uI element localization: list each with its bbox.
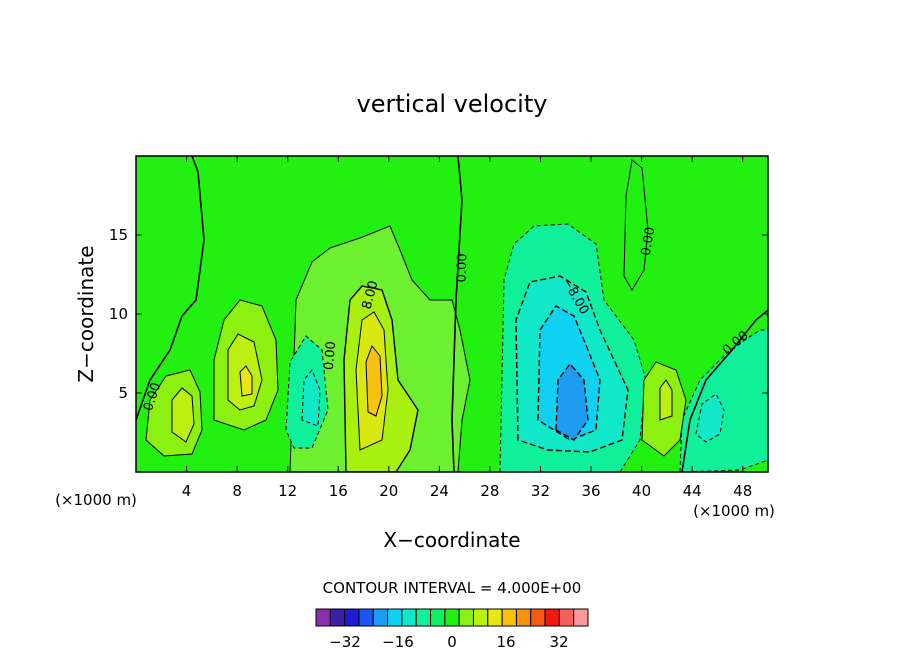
x-tick-label: 28 [480, 482, 499, 500]
y-axis-label: Z−coordinate [74, 245, 98, 382]
x-tick-label: 24 [430, 482, 449, 500]
field-region [555, 362, 589, 441]
colorbar-swatch [444, 608, 460, 627]
colorbar-swatch [558, 608, 575, 627]
x-tick-label: 16 [329, 482, 348, 500]
x-axis-label: X−coordinate [383, 528, 520, 552]
colorbar-label: 32 [549, 633, 568, 651]
colorbar-swatch [515, 608, 532, 627]
colorbar-swatch [530, 608, 546, 627]
x-tick-label: 36 [581, 482, 600, 500]
colorbar-label: −16 [382, 633, 414, 651]
colorbar-swatch [458, 608, 474, 627]
colorbar-swatch [329, 608, 346, 627]
contour-line [136, 156, 205, 421]
colorbar-swatch [315, 608, 331, 627]
x-axis: 4 8 12 16 20 24 28 32 36 40 44 48 [182, 156, 752, 500]
y-tick-label: 5 [118, 384, 128, 402]
contour-line [681, 309, 768, 472]
x-tick-label: 48 [733, 482, 752, 500]
chart-title: vertical velocity [357, 90, 548, 118]
contour-interval-text: CONTOUR INTERVAL = 4.000E+00 [323, 579, 582, 597]
field-region [659, 379, 673, 421]
colorbar-swatch [387, 608, 403, 627]
colorbar-label: −32 [329, 633, 361, 651]
x-tick-label: 8 [232, 482, 242, 500]
y-tick-label: 10 [109, 305, 128, 323]
contour-label: 0.00 [455, 253, 471, 282]
contour-label: 0.00 [322, 341, 339, 371]
field-region [171, 387, 195, 443]
z-unit-label: (×1000 m) [55, 491, 137, 509]
y-axis: 5 10 15 [109, 226, 768, 402]
field-region [695, 393, 725, 443]
colorbar-label: 16 [496, 633, 515, 651]
field-region [365, 345, 383, 417]
colorbar-swatch [487, 608, 503, 627]
x-tick-label: 40 [632, 482, 651, 500]
plot-area [136, 156, 768, 472]
colorbar-swatch [344, 608, 360, 627]
colorbar [315, 608, 589, 627]
colorbar-swatch [372, 608, 389, 627]
colorbar-swatch [358, 608, 374, 627]
colorbar-swatch [430, 608, 446, 627]
colorbar-label: 0 [447, 633, 457, 651]
colorbar-swatch [415, 608, 432, 627]
x-tick-label: 4 [182, 482, 192, 500]
field-region [301, 369, 321, 427]
colorbar-swatch [472, 608, 489, 627]
x-unit-label: (×1000 m) [693, 502, 775, 520]
x-tick-label: 20 [379, 482, 398, 500]
field-region [239, 365, 253, 397]
y-tick-label: 15 [109, 226, 128, 244]
x-tick-label: 44 [683, 482, 702, 500]
contour-label: 0.00 [639, 226, 659, 257]
colorbar-swatch [573, 608, 589, 627]
contour-line [451, 156, 463, 472]
colorbar-swatch [501, 608, 517, 627]
contour-label: 8.00 [360, 279, 382, 311]
field-region [623, 159, 649, 291]
colorbar-swatch [401, 608, 417, 627]
x-tick-label: 32 [531, 482, 550, 500]
colorbar-labels: −32 −16 0 16 32 [329, 633, 568, 651]
x-tick-label: 12 [278, 482, 297, 500]
colorbar-swatch [544, 608, 560, 627]
